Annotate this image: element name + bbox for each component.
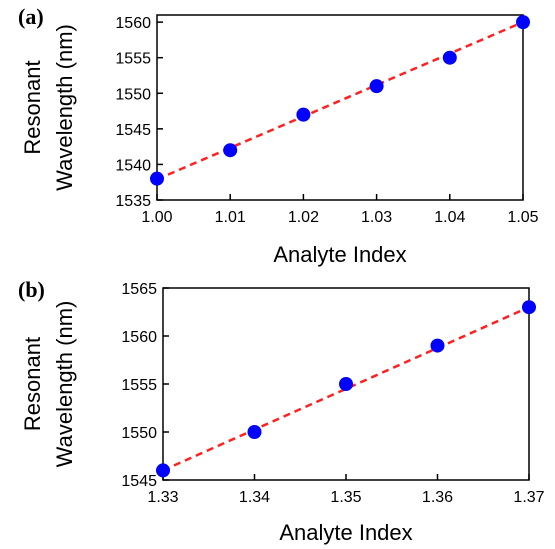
panel-b-xlabel: Analyte Index <box>279 520 412 545</box>
panel-a-xtick-label: 1.04 <box>434 209 465 226</box>
panel-b-xtick-label: 1.35 <box>330 489 361 506</box>
panel-a-ytick-label: 1555 <box>115 51 151 68</box>
panel-a-fit-line <box>156 20 524 181</box>
panel-a-xtick-label: 1.00 <box>141 209 172 226</box>
panel-b-data-point <box>247 425 262 439</box>
panel-a-xtick-label: 1.03 <box>361 209 392 226</box>
panel-a-ytick-label: 1535 <box>115 193 151 210</box>
panel-a-data-point <box>442 50 457 65</box>
panel-a-ytick-label: 1560 <box>115 15 151 32</box>
panel-b-xtick-label: 1.36 <box>422 489 453 506</box>
panel-b-xtick-label: 1.37 <box>513 489 544 506</box>
panel-b-xtick-label: 1.34 <box>239 489 270 506</box>
panel-a-xtick-label: 1.05 <box>507 209 538 226</box>
panel-a-ytick-label: 1550 <box>115 86 151 103</box>
panel-b-ytick-label: 1555 <box>121 377 157 394</box>
panel-a-xtick-label: 1.02 <box>288 209 319 226</box>
panel-a-ytick-label: 1545 <box>115 122 151 139</box>
panel-a-frame <box>156 14 524 201</box>
panel-a-data-point <box>223 143 238 158</box>
panel-b-data-point <box>522 300 536 315</box>
panel-a-ylabel-line-1: Resonant <box>20 60 45 154</box>
panel-a-data-point <box>516 15 530 30</box>
panel-b-label: (b) <box>18 277 45 302</box>
panel-b-data-point <box>430 338 445 353</box>
panel-b-ytick-label: 1565 <box>121 281 157 298</box>
panel-a-ytick-label: 1540 <box>115 157 151 174</box>
panel-b-data-point <box>339 377 353 391</box>
panel-b-ylabel-line-2: Wavelength (nm) <box>52 301 77 468</box>
panel-a-data-point <box>296 107 311 122</box>
panel-b-fit-line <box>162 306 530 472</box>
panel-a-xtick-label: 1.01 <box>215 209 246 226</box>
panel-b-ytick-label: 1545 <box>121 473 157 490</box>
panel-b-data-point <box>156 463 170 478</box>
panel-b-ylabel-line-1: Resonant <box>20 337 45 431</box>
panel-b-ytick-label: 1550 <box>121 425 157 442</box>
panel-a-data-point <box>150 171 164 186</box>
panel-a-data-point <box>369 79 384 94</box>
panel-b-xtick-label: 1.33 <box>147 489 178 506</box>
panel-a-xlabel: Analyte Index <box>273 242 406 267</box>
panel-a-label: (a) <box>18 4 44 29</box>
panel-b-ytick-label: 1560 <box>121 329 157 346</box>
panel-a-ylabel-line-2: Wavelength (nm) <box>52 24 77 191</box>
